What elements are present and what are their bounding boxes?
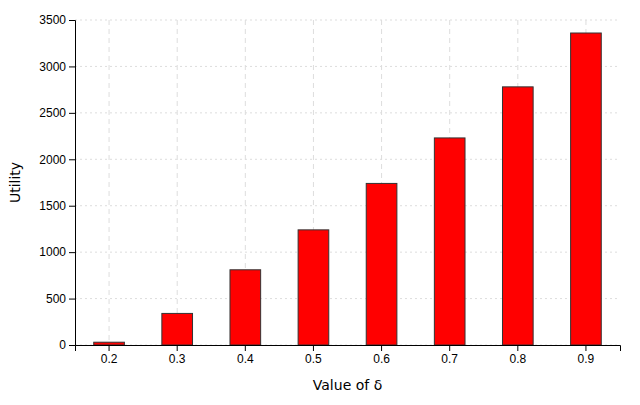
y-tick-mark (69, 252, 75, 253)
x-axis-line (76, 346, 621, 352)
y-tick-label: 500 (46, 292, 66, 306)
y-tick-mark (69, 299, 75, 300)
x-tick-label: 0.2 (101, 352, 118, 366)
bar (502, 87, 533, 345)
y-tick: 3000 (39, 60, 75, 74)
y-tick-label: 3500 (39, 13, 66, 27)
x-tick-mark (449, 345, 450, 351)
y-tick-label: 1500 (39, 199, 66, 213)
x-axis: 0.2 0.3 0.4 0.5 0.6 0.7 0.8 0.9 (76, 345, 621, 366)
y-tick: 2000 (39, 153, 75, 167)
x-tick-label: 0.7 (441, 352, 458, 366)
grid-line-y (75, 20, 620, 21)
x-tick: 0.5 (305, 345, 322, 366)
bar (230, 270, 261, 345)
x-tick: 0.3 (169, 345, 186, 366)
bar (434, 138, 465, 345)
x-tick: 0.2 (101, 345, 118, 366)
grid-line-y (75, 298, 620, 299)
grid (75, 20, 620, 345)
x-tick: 0.9 (578, 345, 595, 366)
x-tick-mark (177, 345, 178, 351)
y-axis-title: Utility (7, 162, 23, 203)
bar (162, 313, 193, 345)
y-tick-label: 1000 (39, 245, 66, 259)
grid-line-x (177, 20, 178, 345)
x-tick: 0.4 (237, 345, 254, 366)
x-tick-label: 0.4 (237, 352, 254, 366)
x-axis-title: Value of δ (313, 377, 382, 393)
y-tick: 3500 (39, 13, 75, 27)
grid-line-y (75, 159, 620, 160)
y-tick: 2500 (39, 106, 75, 120)
x-tick: 0.8 (509, 345, 526, 366)
x-tick-label: 0.9 (578, 352, 595, 366)
x-tick-mark (245, 345, 246, 351)
y-tick: 500 (46, 292, 75, 306)
y-tick-mark (69, 66, 75, 67)
y-tick-label: 0 (59, 338, 66, 352)
y-tick: 1500 (39, 199, 75, 213)
y-tick-mark (69, 113, 75, 114)
grid-line-y (75, 252, 620, 253)
y-tick-mark (69, 345, 75, 346)
y-tick-mark (69, 159, 75, 160)
bar (366, 183, 397, 345)
grid-line-x (109, 20, 110, 345)
y-tick-mark (69, 206, 75, 207)
grid-line-y (75, 205, 620, 206)
bars (94, 33, 602, 345)
y-tick-label: 2500 (39, 106, 66, 120)
bar (298, 230, 329, 345)
bar (94, 342, 125, 345)
x-tick-label: 0.8 (509, 352, 526, 366)
grid-line-y (75, 66, 620, 67)
x-tick-mark (109, 345, 110, 351)
x-tick-label: 0.3 (169, 352, 186, 366)
y-tick: 1000 (39, 245, 75, 259)
y-axis-line (69, 21, 76, 346)
x-tick-mark (313, 345, 314, 351)
y-tick-mark (69, 20, 75, 21)
x-tick-mark (585, 345, 586, 351)
plot: 0.2 0.3 0.4 0.5 0.6 0.7 0.8 0.9 0 500 1000 1500 2000… (7, 13, 621, 393)
x-tick-label: 0.5 (305, 352, 322, 366)
x-tick: 0.6 (373, 345, 390, 366)
bar (571, 33, 602, 345)
x-tick-label: 0.6 (373, 352, 390, 366)
x-tick-mark (517, 345, 518, 351)
x-tick: 0.7 (441, 345, 458, 366)
y-axis: 0 500 1000 1500 2000 2500 3000 3500 (39, 13, 75, 352)
x-tick-mark (381, 345, 382, 351)
chart-container: 0.2 0.3 0.4 0.5 0.6 0.7 0.8 0.9 0 500 1000 1500 2000… (0, 0, 640, 405)
grid-line-y (75, 112, 620, 113)
y-tick: 0 (59, 338, 75, 352)
y-tick-label: 3000 (39, 60, 66, 74)
y-tick-label: 2000 (39, 153, 66, 167)
chart-svg: 0.2 0.3 0.4 0.5 0.6 0.7 0.8 0.9 0 500 1000 1500 2000… (0, 0, 640, 405)
